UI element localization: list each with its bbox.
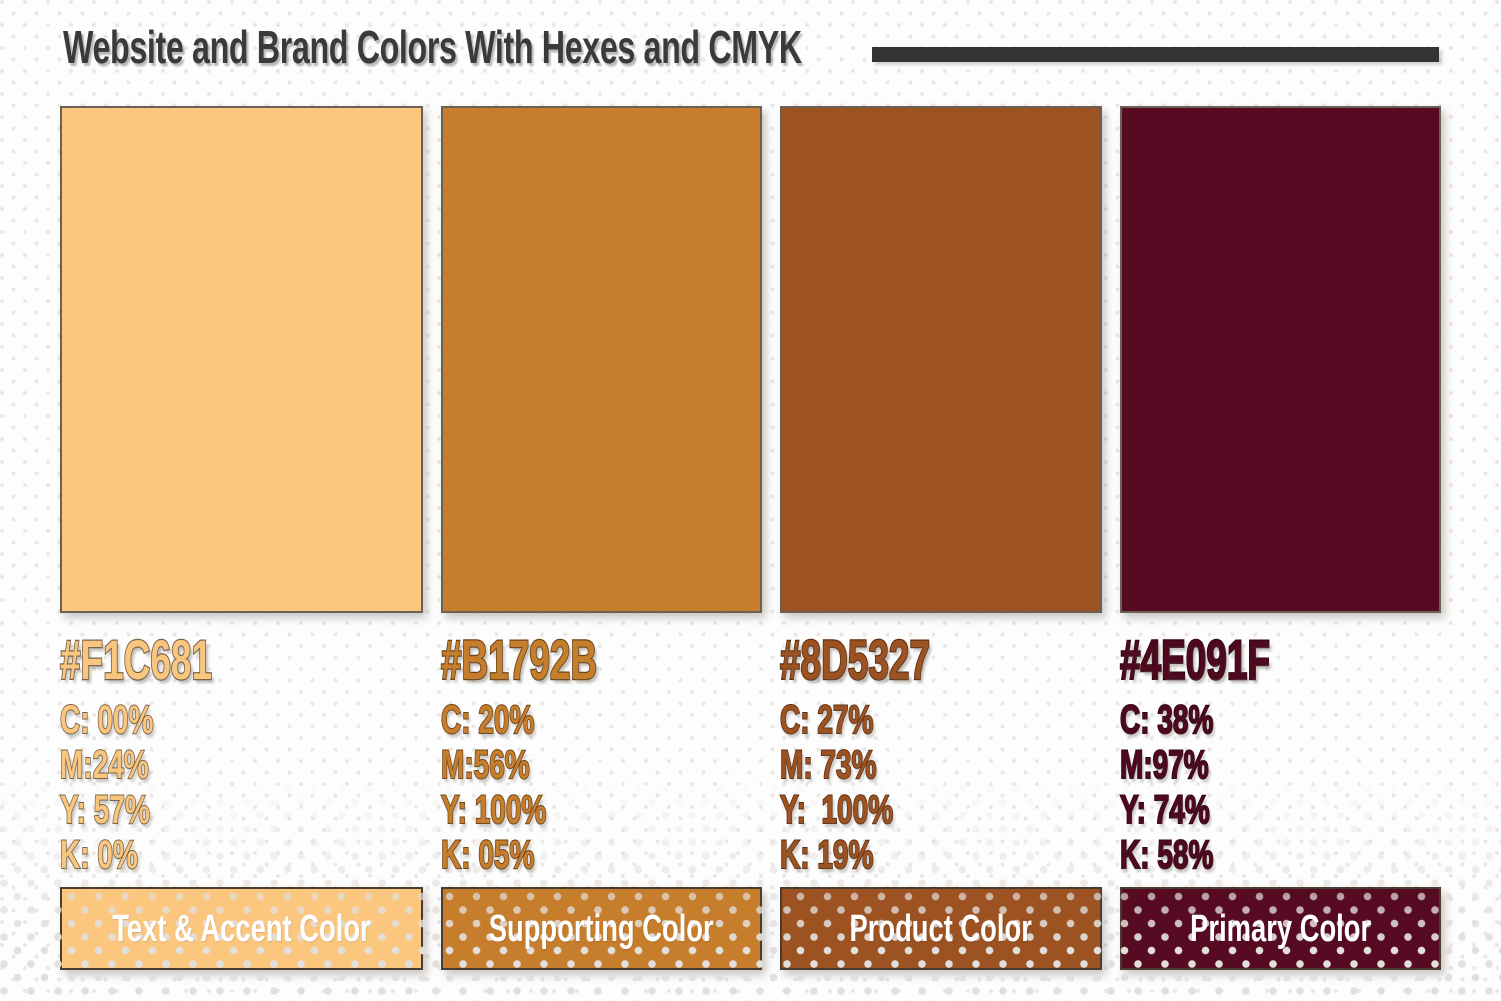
color-column-primary: #4E091F C: 38% M:97% Y: 74% K: 58% Prima… <box>1119 106 1441 970</box>
hex-code-text: #B1792B <box>440 628 598 691</box>
color-role-badge: Supporting Color <box>440 887 763 970</box>
cmyk-values: C: 20% M:56% Y: 100% K: 05% <box>440 697 762 878</box>
color-role-label: Primary Color <box>1189 907 1371 950</box>
cmyk-cyan: C: 38% <box>1119 697 1214 743</box>
page-title-text: Website and Brand Colors With Hexes and … <box>63 21 802 73</box>
hex-code-text: #4E091F <box>1119 628 1271 691</box>
cmyk-magenta: M:24% <box>59 742 149 788</box>
cmyk-values: C: 27% M: 73% Y: 100% K: 19% <box>780 697 1101 878</box>
cmyk-values: C: 00% M:24% Y: 57% K: 0% <box>59 697 423 878</box>
color-role-label: Product Color <box>849 907 1033 950</box>
page-title: Website and Brand Colors With Hexes and … <box>63 22 1118 73</box>
hex-code: #F1C681 <box>59 628 423 691</box>
cmyk-cyan: C: 27% <box>780 697 875 743</box>
title-rule <box>872 47 1439 62</box>
color-palette: #F1C681 C: 00% M:24% Y: 57% K: 0% Text &… <box>59 106 1441 970</box>
color-role-badge: Primary Color <box>1119 887 1441 970</box>
color-role-badge: Product Color <box>780 887 1102 970</box>
hex-code: #B1792B <box>440 628 762 691</box>
cmyk-yellow: Y: 74% <box>1119 787 1210 833</box>
cmyk-yellow: Y: 100% <box>440 787 547 833</box>
hex-code: #8D5327 <box>779 628 1101 691</box>
cmyk-cyan: C: 20% <box>440 697 535 743</box>
cmyk-magenta: M:56% <box>440 742 530 788</box>
header: Website and Brand Colors With Hexes and … <box>0 0 1501 106</box>
cmyk-cyan: C: 00% <box>59 697 154 743</box>
color-column-supporting: #B1792B C: 20% M:56% Y: 100% K: 05% Supp… <box>440 106 763 970</box>
cmyk-black: K: 19% <box>780 832 875 878</box>
cmyk-magenta: M: 73% <box>780 742 878 788</box>
cmyk-black: K: 0% <box>59 832 138 878</box>
color-role-label: Text & Accent Color <box>112 907 371 950</box>
hex-code-text: #8D5327 <box>779 628 931 691</box>
color-swatch <box>440 106 763 613</box>
color-role-label: Supporting Color <box>489 907 715 950</box>
cmyk-black: K: 05% <box>440 832 535 878</box>
hex-code-text: #F1C681 <box>59 628 213 691</box>
cmyk-yellow: Y: 100% <box>780 787 894 833</box>
color-swatch <box>1119 106 1441 613</box>
cmyk-black: K: 58% <box>1119 832 1214 878</box>
cmyk-values: C: 38% M:97% Y: 74% K: 58% <box>1119 697 1441 878</box>
color-swatch <box>60 106 423 613</box>
hex-code: #4E091F <box>1119 628 1441 691</box>
color-column-text-accent: #F1C681 C: 00% M:24% Y: 57% K: 0% Text &… <box>59 106 423 970</box>
cmyk-magenta: M:97% <box>1119 742 1209 788</box>
cmyk-yellow: Y: 57% <box>59 787 150 833</box>
color-role-badge: Text & Accent Color <box>60 887 423 970</box>
color-swatch <box>780 106 1102 613</box>
color-column-product: #8D5327 C: 27% M: 73% Y: 100% K: 19% Pro… <box>779 106 1102 970</box>
